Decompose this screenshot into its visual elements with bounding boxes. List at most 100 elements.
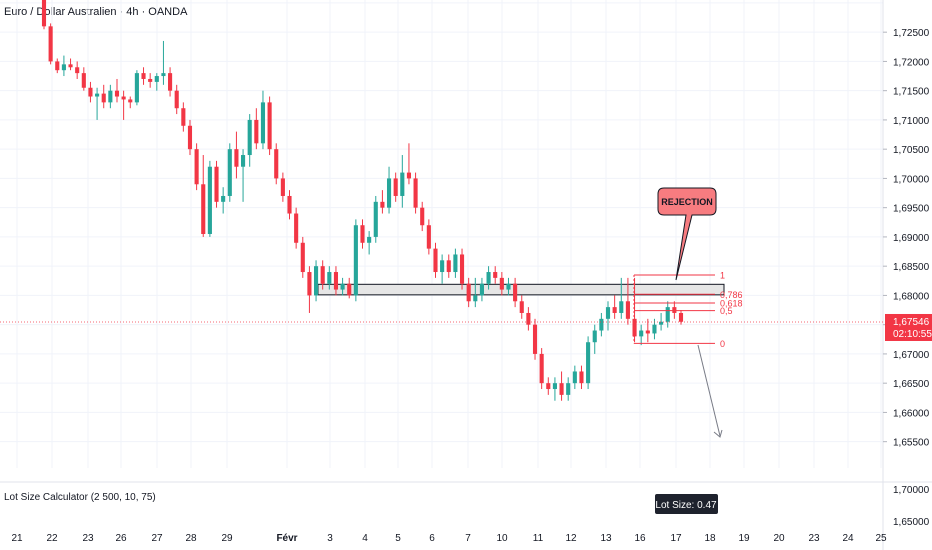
- candle-body: [499, 277, 504, 290]
- candle-body: [572, 371, 577, 384]
- x-tick-label: 20: [773, 533, 785, 544]
- candles: [41, 0, 684, 401]
- candle-body: [552, 383, 557, 390]
- candle-body: [247, 119, 252, 156]
- candle-body: [333, 272, 339, 290]
- y-tick-label: 1,68500: [893, 262, 930, 273]
- indicator-label: Lot Size Calculator (2 500, 10, 75): [4, 492, 156, 503]
- x-tick-label: 13: [600, 533, 612, 544]
- candle-body: [566, 383, 571, 395]
- x-tick-label: 17: [670, 533, 682, 544]
- candle-body: [367, 236, 372, 243]
- candle-body: [413, 178, 418, 208]
- x-tick-label: 28: [185, 533, 197, 544]
- lot-size-text: Lot Size: 0.47: [655, 500, 717, 511]
- candle-body: [672, 307, 677, 313]
- candle-body: [546, 383, 551, 390]
- candle-body: [48, 26, 53, 62]
- candle-body: [380, 201, 385, 208]
- x-tick-label: 16: [634, 533, 646, 544]
- candle-body: [506, 283, 511, 290]
- candle-body: [307, 272, 312, 296]
- x-tick-label: 19: [738, 533, 750, 544]
- candle-body: [221, 195, 226, 202]
- y-tick-label: 1,65500: [893, 438, 930, 449]
- candle-body: [313, 266, 319, 296]
- projection-arrow-head: [713, 429, 723, 438]
- candle-body: [260, 102, 266, 144]
- candle-body: [327, 272, 332, 284]
- candle-body: [114, 90, 120, 97]
- fib-label: 0: [720, 339, 725, 349]
- candle-body: [592, 330, 597, 343]
- indicator-y-label: 1,65000: [893, 517, 930, 528]
- candle-body: [267, 102, 272, 150]
- candle-body: [88, 87, 93, 97]
- candle-body: [532, 324, 538, 354]
- candle-body: [181, 108, 186, 126]
- candle-body: [493, 272, 498, 278]
- x-tick-label: 11: [533, 533, 544, 544]
- projection-arrow-line: [697, 344, 721, 437]
- y-tick-label: 1,69000: [893, 233, 930, 244]
- candle-body: [473, 295, 478, 302]
- candle-body: [274, 149, 279, 179]
- candle-body: [386, 178, 392, 208]
- rejection-callout: REJECTION: [657, 187, 717, 281]
- y-tick-label: 1,72500: [893, 28, 930, 39]
- candle-body: [61, 64, 66, 71]
- candle-body: [353, 225, 358, 296]
- candle-body: [214, 166, 219, 202]
- candle-body: [586, 342, 591, 384]
- candle-body: [453, 254, 458, 273]
- candle-body: [513, 283, 518, 302]
- candle-body: [174, 90, 179, 109]
- y-axis: 1,72500 1,72000 1,71500 1,71000 1,70500 1,700…: [883, 28, 930, 528]
- resistance-zone: [317, 283, 725, 296]
- candle-body: [194, 149, 199, 185]
- x-tick-label: 23: [82, 533, 94, 544]
- candle-body: [201, 184, 206, 234]
- x-tick-label: 10: [496, 533, 508, 544]
- candle-body: [632, 318, 637, 337]
- candle-body: [433, 248, 438, 273]
- candle-body: [95, 93, 100, 97]
- lot-size-badge: Lot Size: 0.47: [655, 494, 718, 514]
- x-tick-label: 25: [875, 533, 887, 544]
- candle-body: [659, 321, 664, 325]
- candle-body: [241, 155, 246, 167]
- candle-body: [459, 254, 465, 284]
- candle-body: [108, 90, 113, 103]
- candle-body: [420, 207, 425, 226]
- y-tick-label: 1,67000: [893, 350, 930, 361]
- candle-body: [619, 301, 624, 313]
- symbol-title: Euro / Dollar Australien · 4h · OANDA: [4, 6, 188, 18]
- candle-body: [466, 283, 471, 302]
- candle-body: [234, 149, 239, 167]
- candle-body: [539, 353, 544, 384]
- price-badge-value: 1,67546: [893, 317, 930, 328]
- candle-body: [187, 125, 193, 150]
- candle-body: [665, 307, 670, 322]
- candle-body: [526, 312, 531, 325]
- lot-size-bg: [655, 494, 718, 514]
- candle-body: [68, 64, 73, 68]
- candle-body: [55, 61, 60, 71]
- candle-body: [678, 312, 684, 322]
- x-tick-label: Févr: [276, 533, 297, 544]
- y-tick-label: 1,68000: [893, 291, 930, 302]
- candle-body: [148, 78, 153, 82]
- x-tick-label: 5: [395, 533, 401, 544]
- y-tick-label: 1,72000: [893, 57, 930, 68]
- x-tick-label: 22: [46, 533, 58, 544]
- fib-label: 1: [720, 270, 725, 280]
- x-tick-label: 24: [842, 533, 854, 544]
- fib-label: 0,5: [720, 306, 733, 316]
- candle-body: [486, 272, 491, 284]
- candle-body: [81, 73, 86, 88]
- candle-body: [161, 73, 166, 77]
